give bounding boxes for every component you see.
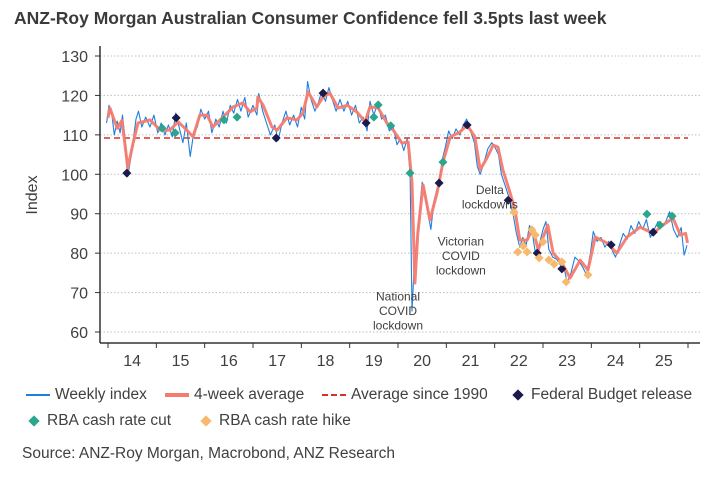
hike-marker (544, 255, 554, 265)
hike-marker (583, 270, 593, 280)
cut-marker (438, 157, 448, 167)
budget-marker (648, 227, 658, 237)
x-tick-label: 15 (172, 353, 190, 370)
cut-marker (655, 220, 665, 230)
budget-marker (462, 120, 472, 130)
legend-hike-label: RBA cash rate hike (219, 412, 351, 429)
chart-title: ANZ-Roy Morgan Australian Consumer Confi… (14, 8, 607, 28)
legend-budget-label: Federal Budget release (531, 386, 693, 403)
hike-marker (509, 207, 519, 217)
x-tick-label: 14 (123, 353, 141, 370)
legend-weekly: Weekly index (26, 386, 147, 404)
legend-budget: Federal Budget release (506, 386, 692, 404)
legend-longrun-swatch (322, 394, 346, 396)
annotation-line: National (376, 289, 420, 303)
y-tick-label: 80 (70, 246, 88, 263)
hike-marker (561, 277, 571, 287)
cut-marker (667, 211, 677, 221)
budget-marker (271, 133, 281, 143)
budget-marker (318, 88, 328, 98)
annotation: Delta lockdowns (462, 183, 518, 212)
cut-marker (386, 121, 396, 131)
annotation-line: lockdowns (462, 198, 518, 212)
y-tick-label: 70 (70, 286, 88, 303)
y-tick-label: 60 (70, 325, 88, 342)
x-tick-label: 22 (510, 353, 528, 370)
annotation-line: COVID (379, 304, 417, 318)
hike-marker (557, 257, 567, 267)
y-tick-label: 100 (61, 167, 88, 184)
budget-marker (171, 113, 181, 123)
annotation: National COVID lockdown (373, 289, 423, 332)
y-tick-label: 110 (62, 128, 88, 145)
y-axis-label: Index (24, 175, 41, 214)
x-tick-label: 25 (655, 353, 673, 370)
source-note: Source: ANZ-Roy Morgan, Macrobond, ANZ R… (22, 445, 396, 462)
cut-marker (405, 168, 415, 178)
hike-marker (549, 259, 559, 269)
cut-marker (219, 115, 229, 125)
y-tick-label: 90 (70, 207, 88, 224)
hike-marker (522, 247, 532, 257)
budget-marker (434, 178, 444, 188)
legend-average4w-swatch (165, 393, 189, 397)
legend-average4w-label: 4-week average (194, 386, 305, 403)
annotation-line: Victorian (438, 234, 484, 248)
x-tick-label: 18 (317, 353, 335, 370)
x-tick-label: 24 (607, 353, 625, 370)
legend-longrun: Average since 1990 (322, 386, 488, 404)
y-tick-label: 130 (61, 49, 88, 66)
weekly-index-line (106, 81, 688, 312)
budget-marker (606, 240, 616, 250)
legend-cut: RBA cash rate cut (26, 412, 171, 430)
annotation-line: lockdown (436, 263, 486, 277)
legend-average4w: 4-week average (165, 386, 304, 404)
legend-longrun-label: Average since 1990 (351, 386, 488, 403)
legend-hike: RBA cash rate hike (198, 412, 351, 430)
x-tick-label: 16 (220, 353, 238, 370)
legend-weekly-label: Weekly index (55, 386, 147, 403)
diamond-icon (28, 415, 40, 427)
cut-marker (369, 112, 379, 122)
budget-marker (503, 195, 513, 205)
legend-weekly-swatch (26, 394, 50, 396)
hike-marker (513, 247, 523, 257)
budget-marker (557, 264, 567, 274)
annotation: Victorian COVID lockdown (436, 234, 486, 277)
cut-marker (373, 100, 383, 110)
annotation-line: COVID (442, 249, 480, 263)
x-tick-label: 20 (413, 353, 431, 370)
hike-marker (534, 253, 544, 263)
y-tick-label: 120 (61, 88, 88, 105)
diamond-icon (200, 415, 212, 427)
hike-marker (530, 230, 540, 240)
budget-marker (122, 168, 132, 178)
diamond-icon (512, 389, 524, 401)
four-week-average-line (106, 90, 689, 285)
annotation-line: lockdown (373, 318, 423, 332)
cut-marker (232, 112, 242, 122)
hike-marker (538, 237, 548, 247)
x-tick-label: 19 (365, 353, 383, 370)
budget-marker (361, 118, 371, 128)
x-tick-label: 21 (462, 353, 480, 370)
cut-marker (642, 209, 652, 219)
x-tick-label: 17 (268, 353, 286, 370)
annotation-line: Delta (476, 183, 504, 197)
hike-marker (518, 241, 528, 251)
cut-marker (170, 128, 180, 138)
legend-cut-label: RBA cash rate cut (47, 412, 172, 429)
cut-marker (157, 123, 167, 133)
x-tick-label: 23 (558, 353, 576, 370)
